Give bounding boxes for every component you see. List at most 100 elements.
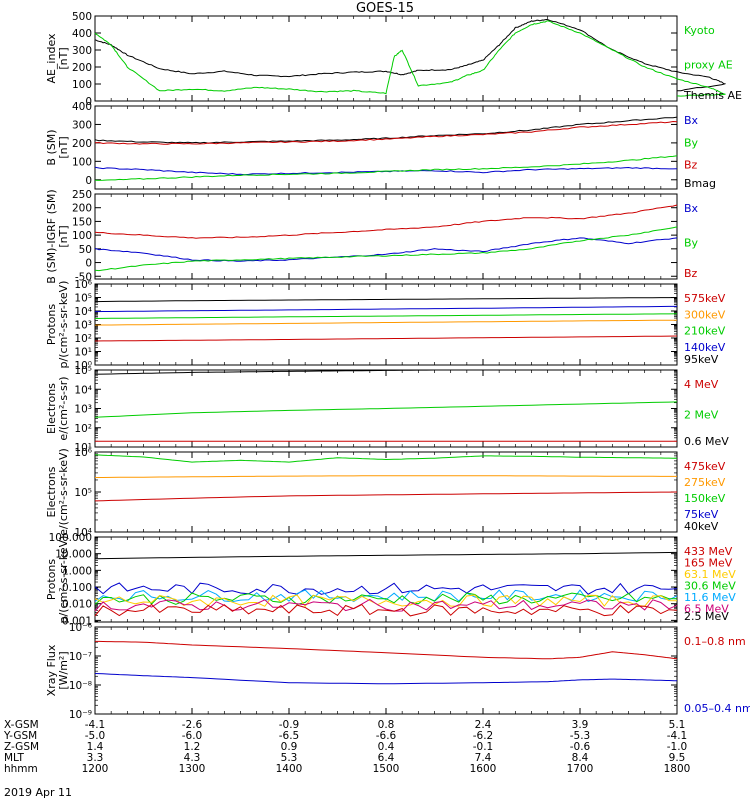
y-tick-label: 150: [72, 216, 92, 228]
series-line-2: [94, 673, 678, 685]
y-tick-label: 10⁶: [74, 279, 92, 291]
x-row-value: -0.6: [570, 741, 591, 753]
panel-frame: [94, 105, 678, 190]
y-tick-label: 10²: [74, 333, 92, 345]
legend-entry: proxy AE: [684, 59, 733, 72]
x-row-value: 5.3: [281, 752, 298, 764]
series-line-4: [94, 592, 677, 606]
x-row-value: 9.5: [669, 752, 686, 764]
legend-entry: 475keV: [684, 460, 726, 473]
panel-frame: [94, 15, 678, 102]
y-tick-label: 10⁶: [74, 447, 92, 459]
series-line-4: [94, 155, 678, 181]
series-line-7: [94, 603, 678, 617]
y-tick-label: 10³: [74, 320, 92, 332]
series-line-2: [94, 20, 726, 97]
y-tick-label: 0.100: [62, 582, 92, 594]
legend-entry: Kyoto: [684, 24, 715, 37]
x-row-value: -1.0: [667, 741, 688, 753]
series-line-1: [94, 454, 677, 463]
y-axis-label: Xray Flux: [45, 644, 58, 696]
legend-entry: Bx: [684, 114, 699, 127]
x-row-label: X-GSM: [4, 719, 39, 731]
series-line-3: [94, 589, 678, 603]
x-row-value: 1400: [276, 763, 303, 775]
y-tick-label: 200: [72, 203, 92, 215]
x-axis-tick-rows: X-GSM -4.1 -2.6 -0.9 0.8 2.4 3.9 5.1 Y-GSM -5.0 -6…: [3, 719, 690, 775]
y-tick-label: 10³: [74, 404, 92, 416]
x-row-value: 7.4: [475, 752, 492, 764]
y-tick-label: 100: [72, 79, 92, 91]
legend-entry: 6.5 MeV: [684, 603, 729, 616]
x-row-value: 0.8: [378, 719, 395, 731]
series-line-2: [94, 401, 678, 418]
y-tick-label: 0: [85, 258, 92, 270]
series-line-3: [94, 491, 678, 502]
x-row-value: -4.1: [85, 719, 106, 731]
y-tick-label: 400: [72, 101, 92, 113]
y-axis-label: [nT]: [57, 136, 70, 158]
legend-entry: 210keV: [684, 325, 726, 338]
legend-entry: Bz: [684, 159, 698, 172]
panel-frame: [94, 193, 678, 280]
series-line-4: [94, 319, 677, 326]
x-row-value: 0.9: [281, 741, 298, 753]
legend-entry: 2.5 MeV: [684, 610, 729, 623]
legend-entry: 75keV: [684, 508, 719, 521]
y-tick-label: 10¹: [74, 442, 92, 454]
series-line-2: [95, 475, 677, 478]
series-line-2: [94, 582, 678, 595]
y-axis-label: p/(cm²-s-sr-keV): [57, 281, 70, 369]
y-tick-label: 10⁻⁷: [69, 651, 92, 663]
legend-entry: 4 MeV: [684, 378, 719, 391]
x-row-value: 3.3: [87, 752, 104, 764]
y-axis-label: B (SM): [45, 129, 58, 165]
x-row-value: 8.4: [572, 752, 589, 764]
legend-entry: Themis AE: [683, 89, 742, 102]
date-label: 2019 Apr 11: [4, 786, 72, 799]
y-tick-label: 500: [72, 11, 92, 23]
y-tick-label: 10⁴: [74, 527, 92, 539]
x-row-value: 1800: [664, 763, 691, 775]
y-tick-label: 10⁵: [74, 487, 92, 499]
y-tick-label: 1.000: [62, 565, 92, 577]
x-row-value: 0.4: [378, 741, 395, 753]
x-row-value: 1.4: [87, 741, 104, 753]
y-tick-label: 10⁻⁶: [69, 622, 92, 634]
y-axis-label: e/(cm²-s-sr): [57, 376, 70, 440]
x-row-value: 6.4: [378, 752, 395, 764]
y-tick-label: 10⁴: [74, 306, 92, 318]
x-row-value: -5.3: [570, 730, 591, 742]
series-line-2: [94, 237, 678, 262]
x-row-value: -4.1: [667, 730, 688, 742]
y-axis-label: AE_index: [45, 33, 58, 84]
y-tick-label: 400: [72, 28, 92, 40]
series-line-1: [95, 640, 678, 660]
series-line-5: [94, 594, 678, 608]
x-row-value: -2.6: [182, 719, 203, 731]
y-tick-label: 0.010: [62, 599, 92, 611]
y-axis-label: [W/m²]: [57, 651, 70, 689]
legend-entry: Bz: [684, 267, 698, 280]
y-tick-label: 200: [72, 62, 92, 74]
x-row-label: Z-GSM: [4, 741, 39, 753]
y-axis-label: B (SM)-IGRF (SM): [45, 189, 58, 283]
legend-entry: 275keV: [684, 476, 726, 489]
legend-entry: Bmag: [684, 177, 716, 190]
y-tick-label: 100: [72, 156, 92, 168]
series-line-1: [94, 369, 677, 375]
x-row-value: 5.1: [669, 719, 686, 731]
y-tick-label: 10²: [74, 423, 92, 435]
x-row-value: 1300: [179, 763, 206, 775]
legend-entry: 11.6 MeV: [684, 591, 736, 604]
y-axis-label: e/(cm²-s-sr-keV): [57, 448, 70, 536]
y-axis-label: Electrons: [45, 383, 58, 434]
x-row-value: 1500: [373, 763, 400, 775]
x-row-label: Y-GSM: [3, 730, 37, 742]
y-axis-label: Protons: [45, 304, 58, 345]
series-line-1: [94, 297, 678, 303]
y-axis-label: [nT]: [57, 225, 70, 247]
y-tick-label: 10⁴: [74, 384, 92, 396]
series-line-1: [94, 18, 726, 92]
